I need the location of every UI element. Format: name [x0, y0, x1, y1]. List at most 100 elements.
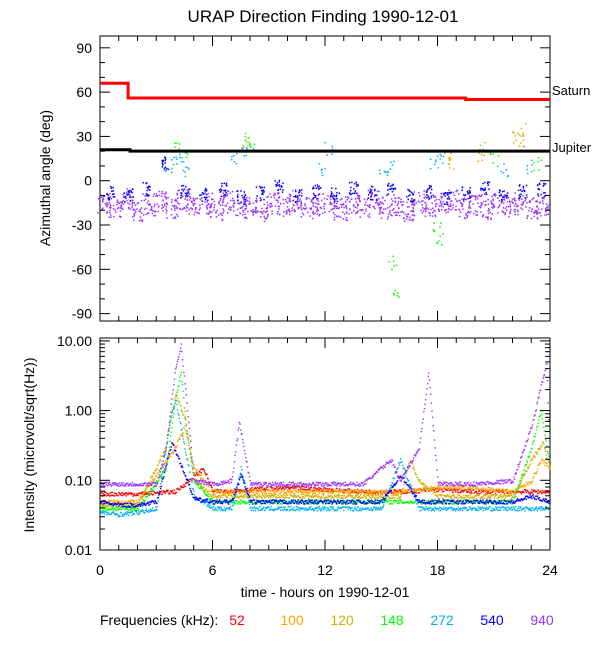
data-point-940khz: [266, 206, 269, 209]
data-point-540khz: [243, 203, 245, 206]
data-point-120khz: [445, 496, 448, 498]
data-point-940khz: [402, 211, 405, 214]
data-point-120khz: [191, 469, 194, 471]
data-point-52khz: [303, 486, 305, 488]
data-point-120khz: [393, 493, 396, 496]
data-point-148khz: [256, 503, 258, 505]
data-point-940khz: [174, 216, 176, 218]
data-point-940khz: [402, 203, 404, 206]
data-point-940khz: [466, 216, 468, 219]
data-point-940khz: [517, 210, 519, 213]
data-point-940khz: [237, 202, 239, 205]
data-point-148khz: [398, 499, 400, 502]
data-point-120khz: [220, 497, 222, 499]
data-point-940khz: [472, 203, 474, 205]
data-point-540khz: [467, 193, 469, 195]
data-point-148khz: [193, 474, 195, 476]
data-point-52khz: [477, 492, 479, 495]
data-point-148khz: [342, 503, 344, 505]
data-point-52khz: [281, 486, 284, 488]
data-point-272khz: [208, 505, 210, 508]
data-point-148khz: [305, 501, 307, 503]
data-point-940khz: [503, 194, 505, 197]
data-point-940khz: [131, 206, 133, 208]
data-point-940khz: [297, 207, 300, 210]
data-point-148khz: [131, 507, 133, 510]
data-point-272khz: [205, 501, 208, 503]
data-point-120khz: [466, 495, 469, 498]
data-point-120khz: [417, 478, 419, 481]
data-point-940khz: [273, 194, 275, 197]
data-point-940khz: [400, 198, 402, 201]
data-point-148khz: [253, 143, 256, 146]
data-point-52khz: [324, 487, 326, 489]
data-point-120khz: [186, 433, 189, 435]
data-point-272khz: [193, 490, 195, 493]
data-point-940khz: [193, 203, 195, 205]
data-point-940khz: [263, 220, 266, 223]
data-point-540khz: [244, 203, 247, 205]
data-point-120khz: [366, 494, 368, 497]
data-point-940khz: [423, 190, 425, 192]
data-point-940khz: [411, 204, 413, 206]
data-point-52khz: [435, 487, 437, 490]
data-point-100khz: [522, 145, 525, 148]
data-point-100khz: [491, 487, 494, 490]
data-point-120khz: [170, 417, 173, 419]
data-point-940khz: [520, 207, 522, 209]
data-point-940khz: [533, 215, 535, 218]
data-point-148khz: [240, 502, 243, 504]
data-point-272khz: [108, 511, 110, 514]
data-point-120khz: [301, 495, 304, 498]
data-point-120khz: [328, 496, 331, 498]
data-point-100khz: [449, 486, 451, 489]
data-point-52khz: [355, 491, 358, 493]
data-point-52khz: [271, 487, 274, 489]
data-point-148khz: [383, 501, 385, 504]
data-point-120khz: [270, 495, 273, 497]
data-point-540khz: [408, 189, 411, 192]
data-point-148khz: [548, 459, 551, 462]
data-point-148khz: [198, 487, 201, 489]
data-point-540khz: [349, 193, 351, 195]
data-point-940khz: [277, 210, 279, 213]
data-point-540khz: [237, 199, 239, 201]
data-point-940khz: [102, 196, 105, 198]
data-point-272khz: [232, 155, 235, 157]
data-point-100khz: [151, 482, 153, 485]
data-point-148khz: [190, 460, 193, 462]
data-point-148khz: [432, 228, 435, 231]
data-point-940khz: [227, 190, 229, 192]
data-point-52khz: [413, 488, 415, 491]
data-point-100khz: [477, 487, 479, 490]
data-point-540khz: [517, 189, 520, 191]
data-point-540khz: [387, 193, 390, 195]
data-point-100khz: [525, 484, 527, 487]
data-point-120khz: [520, 135, 523, 138]
data-point-940khz: [163, 193, 165, 195]
data-point-940khz: [345, 204, 347, 207]
data-point-148khz: [531, 448, 533, 450]
data-point-52khz: [225, 489, 227, 491]
data-point-120khz: [238, 497, 241, 499]
data-point-540khz: [204, 189, 206, 192]
data-point-148khz: [137, 510, 139, 512]
data-point-940khz: [211, 198, 213, 201]
data-point-940khz: [364, 204, 366, 206]
data-point-940khz: [289, 200, 292, 203]
data-point-940khz: [406, 201, 408, 204]
data-point-148khz: [181, 380, 183, 383]
data-point-940khz: [397, 211, 400, 214]
data-point-52khz: [467, 490, 469, 492]
data-point-52khz: [377, 493, 379, 495]
data-point-148khz: [440, 244, 443, 246]
data-point-540khz: [373, 189, 376, 192]
data-point-940khz: [154, 214, 157, 217]
data-point-540khz: [294, 194, 297, 197]
data-point-940khz: [156, 195, 159, 197]
data-point-120khz: [507, 494, 509, 496]
data-point-540khz: [391, 187, 393, 190]
data-point-540khz: [518, 194, 521, 196]
data-point-540khz: [498, 191, 501, 194]
data-point-940khz: [277, 192, 279, 194]
